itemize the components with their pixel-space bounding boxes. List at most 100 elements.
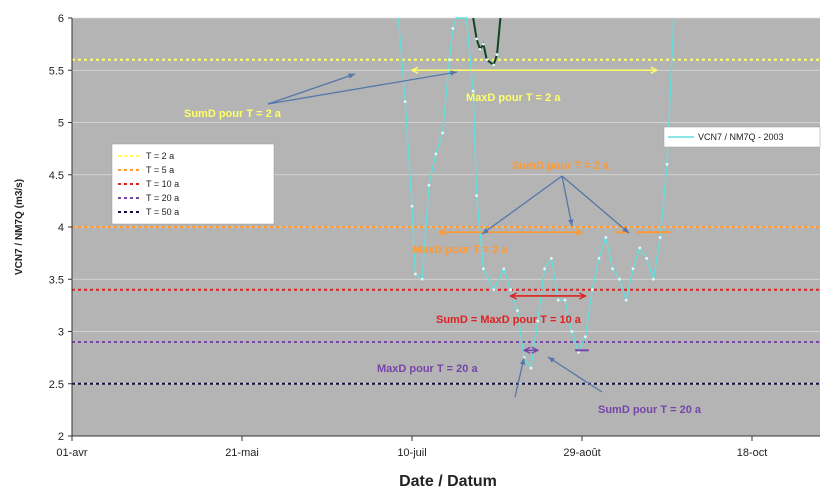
data-series bbox=[397, 17, 675, 371]
annotation-arrowhead bbox=[519, 358, 526, 365]
series-point bbox=[509, 288, 512, 292]
series-point bbox=[611, 267, 614, 271]
series-line bbox=[397, 17, 675, 371]
y-tick-label: 3.5 bbox=[49, 274, 64, 286]
x-axis-title: Date / Datum bbox=[399, 473, 497, 490]
series-point bbox=[492, 288, 495, 292]
annotation-arrowhead bbox=[482, 228, 489, 234]
annotation-arrowhead bbox=[548, 357, 555, 363]
y-tick-label: 2.5 bbox=[49, 379, 64, 391]
series-point bbox=[403, 100, 407, 103]
annotation-arrow bbox=[267, 71, 458, 105]
series-point bbox=[471, 89, 475, 93]
series-point bbox=[414, 272, 417, 276]
annotation-arrows bbox=[267, 70, 630, 398]
series-point bbox=[482, 42, 485, 46]
series-point bbox=[448, 58, 451, 62]
duration-bar-head bbox=[509, 292, 517, 300]
series-legend-box bbox=[663, 126, 821, 148]
annotation-sumd-t2-yellow: SumD pour T = 2 a bbox=[184, 108, 282, 120]
y-ticks: 2 2.5 3 3.5 4 4.5 5 5.5 6 bbox=[49, 13, 72, 443]
annotation-sumd-maxd-t10: SumD = MaxD pour T = 10 a bbox=[436, 314, 582, 326]
y-tick-label: 5 bbox=[58, 118, 64, 130]
series-point bbox=[597, 256, 601, 260]
series-point bbox=[516, 309, 519, 312]
series-point bbox=[624, 298, 628, 302]
series-legend: VCN7 / NM7Q - 2003 bbox=[663, 126, 821, 148]
annotation-arrow bbox=[481, 175, 563, 235]
annotation-maxd-t2-yellow: MaxD pour T = 2 a bbox=[466, 92, 561, 104]
annotation-arrowhead bbox=[568, 219, 574, 226]
annotation-maxd-t2-orange: MaxD pour T = 2 a bbox=[413, 244, 508, 256]
series-point bbox=[427, 183, 431, 187]
series-point bbox=[645, 256, 648, 260]
y-tick-label: 4 bbox=[58, 222, 64, 234]
series-point bbox=[638, 246, 642, 250]
duration-bar-head bbox=[410, 66, 419, 74]
series-point bbox=[590, 288, 594, 292]
series-point bbox=[492, 63, 495, 67]
annotation-arrow bbox=[267, 73, 356, 105]
annotation-arrowhead bbox=[622, 226, 629, 233]
duration-bar-head bbox=[531, 346, 540, 354]
x-tick-label: 21-mai bbox=[225, 447, 259, 459]
series-point bbox=[475, 194, 478, 198]
y-tick-label: 2 bbox=[58, 431, 64, 443]
series-point bbox=[475, 37, 478, 41]
annotation-arrow bbox=[561, 175, 573, 227]
series-point bbox=[451, 27, 455, 30]
annotation-arrow bbox=[547, 356, 603, 393]
series-point bbox=[434, 152, 438, 156]
series-point bbox=[550, 256, 553, 260]
series-point bbox=[485, 58, 489, 62]
duration-bar-head bbox=[579, 292, 587, 300]
series-point bbox=[410, 204, 414, 208]
x-tick-label: 10-juil bbox=[397, 447, 426, 459]
x-ticks: 01-avr 21-mai 10-juil 29-août 18-oct bbox=[56, 436, 767, 459]
legend-label: T = 2 a bbox=[146, 151, 174, 161]
duration-bar-head bbox=[650, 66, 659, 74]
y-tick-label: 6 bbox=[58, 13, 64, 25]
series-point bbox=[536, 319, 540, 323]
series-point bbox=[577, 351, 580, 354]
duration-bars bbox=[410, 66, 671, 354]
series-point bbox=[478, 47, 482, 51]
y-tick-label: 4.5 bbox=[49, 170, 64, 182]
annotation-arrow bbox=[514, 357, 525, 398]
y-axis-title: VCN7 / NM7Q (m3/s) bbox=[14, 179, 25, 275]
annotation-arrowhead bbox=[450, 70, 457, 76]
series-point bbox=[570, 330, 574, 333]
legend-label: T = 20 a bbox=[146, 193, 179, 203]
x-tick-label: 18-oct bbox=[737, 447, 768, 459]
series-point bbox=[543, 267, 546, 271]
annotation-sumd-t20: SumD pour T = 20 a bbox=[598, 404, 702, 416]
x-tick-label: 29-août bbox=[563, 447, 600, 459]
series-point bbox=[658, 236, 662, 239]
series-point bbox=[495, 53, 499, 56]
y-tick-label: 5.5 bbox=[49, 65, 64, 77]
annotation-sumd-t2-orange: SumD pour T = 2 a bbox=[512, 160, 610, 172]
series-point bbox=[631, 267, 635, 271]
series-point bbox=[441, 131, 444, 135]
duration-bar-head bbox=[522, 346, 531, 354]
series-point bbox=[584, 335, 587, 339]
annotation-arrow bbox=[561, 175, 630, 234]
legend-label: T = 5 a bbox=[146, 165, 174, 175]
series-point bbox=[482, 267, 485, 271]
duration-bar-head bbox=[437, 228, 446, 236]
series-point bbox=[556, 298, 560, 302]
threshold-legend: T = 2 a T = 5 a T = 10 a T = 20 a T = 50 a bbox=[111, 143, 275, 225]
legend-label: T = 10 a bbox=[146, 179, 179, 189]
duration-bar-head bbox=[575, 228, 584, 236]
annotation-maxd-t20: MaxD pour T = 20 a bbox=[377, 363, 478, 375]
series-line bbox=[472, 17, 502, 67]
series-point bbox=[563, 298, 567, 302]
annotation-arrowhead bbox=[348, 73, 355, 79]
series-point bbox=[665, 162, 669, 166]
threshold-lines bbox=[72, 58, 820, 385]
series-point bbox=[502, 267, 506, 271]
series-legend-label: VCN7 / NM7Q - 2003 bbox=[698, 132, 784, 142]
series-point bbox=[652, 277, 655, 281]
series-point bbox=[529, 366, 533, 370]
